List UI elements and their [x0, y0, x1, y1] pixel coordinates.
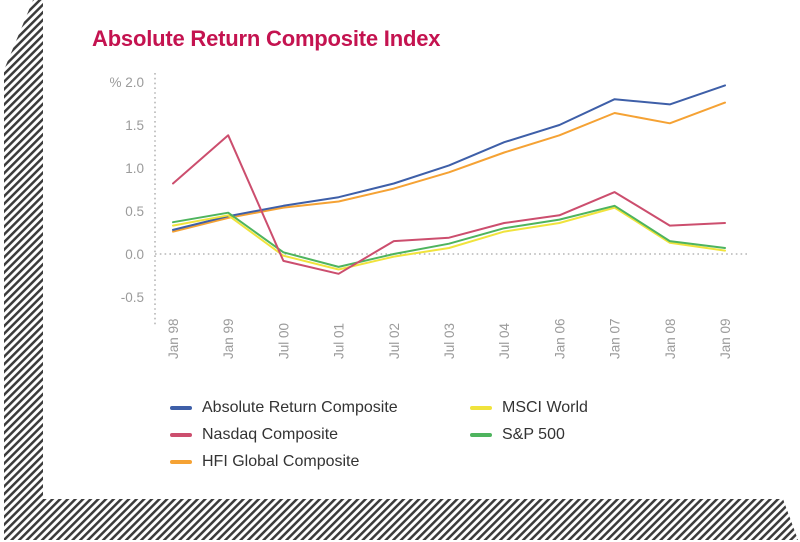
legend-label: Nasdaq Composite: [202, 425, 339, 443]
legend-column: MSCI World S&P 500: [470, 394, 650, 475]
x-tick-label: Jan 09: [718, 318, 733, 359]
y-tick-label: 1.5: [125, 118, 144, 133]
y-tick-label: % 2.0: [109, 75, 144, 90]
y-tick-label: 0.0: [125, 247, 144, 262]
x-tick-label: Jul 00: [276, 323, 291, 359]
x-tick-label: Jan 07: [608, 318, 623, 359]
legend-item: Absolute Return Composite: [170, 394, 470, 421]
x-tick-label: Jul 03: [442, 323, 457, 359]
x-tick-label: Jul 04: [497, 322, 512, 359]
legend-label: MSCI World: [502, 398, 588, 416]
legend-item: Nasdaq Composite: [170, 421, 470, 448]
legend-label: HFI Global Composite: [202, 452, 360, 470]
series-line-msci-world: [172, 206, 726, 271]
series-line-nasdaq-composite: [172, 134, 726, 275]
legend-label: S&P 500: [502, 425, 565, 443]
legend-item: S&P 500: [470, 421, 650, 448]
legend-item: HFI Global Composite: [170, 448, 470, 475]
legend-swatch-icon: [170, 405, 192, 410]
x-tick-label: Jul 02: [387, 323, 402, 359]
legend-swatch-icon: [470, 405, 492, 410]
series-line-absolute-return-composite: [172, 84, 726, 231]
legend-swatch-icon: [170, 459, 192, 464]
x-tick-label: Jan 99: [221, 318, 236, 359]
legend-swatch-icon: [170, 432, 192, 437]
legend-item: MSCI World: [470, 394, 650, 421]
x-tick-label: Jan 06: [552, 318, 567, 359]
y-tick-label: -0.5: [121, 290, 144, 305]
x-tick-label: Jul 01: [332, 323, 347, 359]
legend-label: Absolute Return Composite: [202, 398, 398, 416]
y-tick-label: 1.0: [125, 161, 144, 176]
legend: Absolute Return Composite Nasdaq Composit…: [170, 394, 650, 475]
series-line-hfi-global-composite: [172, 101, 726, 233]
series-line-s-p-500: [172, 204, 726, 268]
x-tick-label: Jan 98: [166, 318, 181, 359]
y-tick-label: 0.5: [125, 204, 144, 219]
x-tick-label: Jan 08: [663, 318, 678, 359]
chart-title: Absolute Return Composite Index: [92, 26, 441, 51]
legend-swatch-icon: [470, 432, 492, 437]
legend-column: Absolute Return Composite Nasdaq Composit…: [170, 394, 470, 475]
